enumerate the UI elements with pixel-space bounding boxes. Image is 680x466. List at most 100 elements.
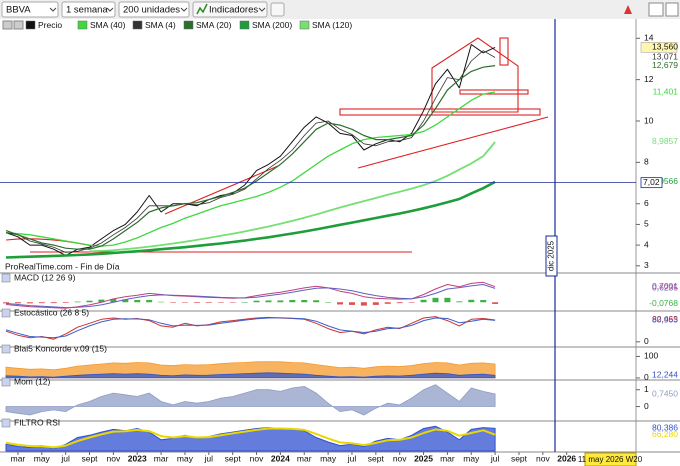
last-value-label: 80,953 <box>652 315 678 325</box>
horizontal-line-label: 7,02 <box>643 177 660 187</box>
x-tick-label: 2025 <box>414 453 433 463</box>
x-tick-label: 2023 <box>128 453 147 463</box>
last-value-label: 66,280 <box>652 429 678 439</box>
plot-series <box>5 384 496 416</box>
y-tick-label: 0 <box>644 372 649 382</box>
panel-title-bg <box>1 418 11 428</box>
x-tick-label: sept <box>225 453 242 463</box>
series-line <box>5 284 496 309</box>
window-button[interactable] <box>648 2 664 17</box>
histogram-bar <box>384 302 391 304</box>
series-line <box>5 317 496 339</box>
histogram-bar <box>360 302 367 306</box>
last-value-label: 12,244 <box>652 370 678 380</box>
histogram-bar <box>241 302 248 303</box>
y-tick-label: 0 <box>644 401 649 411</box>
last-value-label: 11,401 <box>653 86 679 96</box>
histogram-bar <box>301 300 308 303</box>
cursor-date: 11 may 2026 W20 <box>578 455 643 464</box>
last-value-label: -0,0768 <box>649 298 678 308</box>
y-tick-label: 14 <box>644 33 654 43</box>
series-line <box>5 427 496 449</box>
units-select[interactable] <box>118 1 190 18</box>
indicators-button[interactable] <box>192 1 268 18</box>
panel-title: Mom (12) <box>14 376 51 386</box>
last-value-label: 0,7001 <box>652 281 678 291</box>
histogram-bar <box>193 302 200 303</box>
legend-swatch <box>239 20 250 30</box>
source: ProRealTime.com - Fin de Día <box>5 261 120 271</box>
histogram-bar <box>86 300 93 303</box>
histogram-bar <box>74 301 81 303</box>
series-line <box>5 44 496 256</box>
histogram-bar <box>348 302 355 305</box>
indicators: Indicadores <box>209 5 258 16</box>
last-value-label: 0,7450 <box>652 388 678 398</box>
label-box <box>545 235 558 277</box>
symbol-field[interactable] <box>1 1 59 18</box>
alert-icon[interactable] <box>624 5 632 14</box>
plot-series <box>3 281 499 309</box>
histogram-bar <box>3 302 9 304</box>
trend-line <box>357 116 549 169</box>
histogram-bar <box>170 302 177 303</box>
symbol: BBVA <box>6 5 31 16</box>
histogram-bar <box>265 300 272 303</box>
period-select[interactable] <box>61 1 116 18</box>
x-tick-label: 2024 <box>271 453 290 463</box>
indicator-icon <box>196 3 208 15</box>
histogram-bar <box>181 302 188 303</box>
last-value-label: 8,9857 <box>652 136 678 146</box>
histogram-bar <box>253 300 260 303</box>
last-value-label: 13,560 <box>652 42 678 52</box>
dropdown-arrow <box>258 7 266 12</box>
dropdown-arrow <box>106 7 114 12</box>
last-value-label: 82,465 <box>652 314 678 324</box>
x-tick-label: may <box>34 453 51 463</box>
panel-title-bg <box>1 377 11 387</box>
series-area <box>5 384 496 416</box>
plot-series <box>5 361 496 379</box>
dropdown-arrow <box>49 7 57 12</box>
drawn-rectangle <box>339 108 541 116</box>
plot-series <box>5 425 496 452</box>
legend-label: SMA (20) <box>196 20 232 30</box>
x-tick-label: nov <box>250 453 264 463</box>
close-button[interactable] <box>665 2 679 17</box>
legend-swatch <box>299 20 310 30</box>
histogram-bar <box>158 301 165 303</box>
histogram-bar <box>146 300 153 303</box>
date-marker-label: dic 2025 <box>545 235 558 277</box>
panel-title-bg <box>1 273 11 283</box>
tool-button[interactable] <box>270 2 285 17</box>
period: 1 semana <box>66 5 108 16</box>
y-tick-label: 5 <box>644 219 649 229</box>
date-marker-text: dic 2025 <box>547 240 556 271</box>
horizontal-line-box <box>640 177 663 189</box>
x-tick-label: may <box>320 453 337 463</box>
units: 200 unidades <box>123 5 180 16</box>
last-value-box <box>640 42 678 53</box>
last-value-label: 13,071 <box>652 52 678 62</box>
histogram-bar <box>432 297 439 303</box>
drawn-rectangle <box>499 37 509 66</box>
legend-label: SMA (4) <box>145 20 176 30</box>
histogram-bar <box>14 302 21 304</box>
series-line <box>89 141 496 253</box>
legend-icon <box>13 20 24 30</box>
histogram-bar <box>408 302 415 303</box>
histogram-bar <box>289 300 296 303</box>
histogram-bar <box>313 300 320 303</box>
panel-title: Blai5 Koncorde v.09 (15) <box>14 343 107 353</box>
x-tick-label: mar <box>440 453 455 463</box>
last-value-label: 80,386 <box>652 423 678 433</box>
histogram-bar <box>372 302 379 305</box>
x-tick-label: nov <box>393 453 407 463</box>
histogram-bar <box>229 302 236 303</box>
last-value-label: 0,6235 <box>652 283 678 293</box>
x-tick-label: nov <box>107 453 121 463</box>
legend-label: SMA (200) <box>252 20 292 30</box>
legend-swatch <box>132 20 143 30</box>
